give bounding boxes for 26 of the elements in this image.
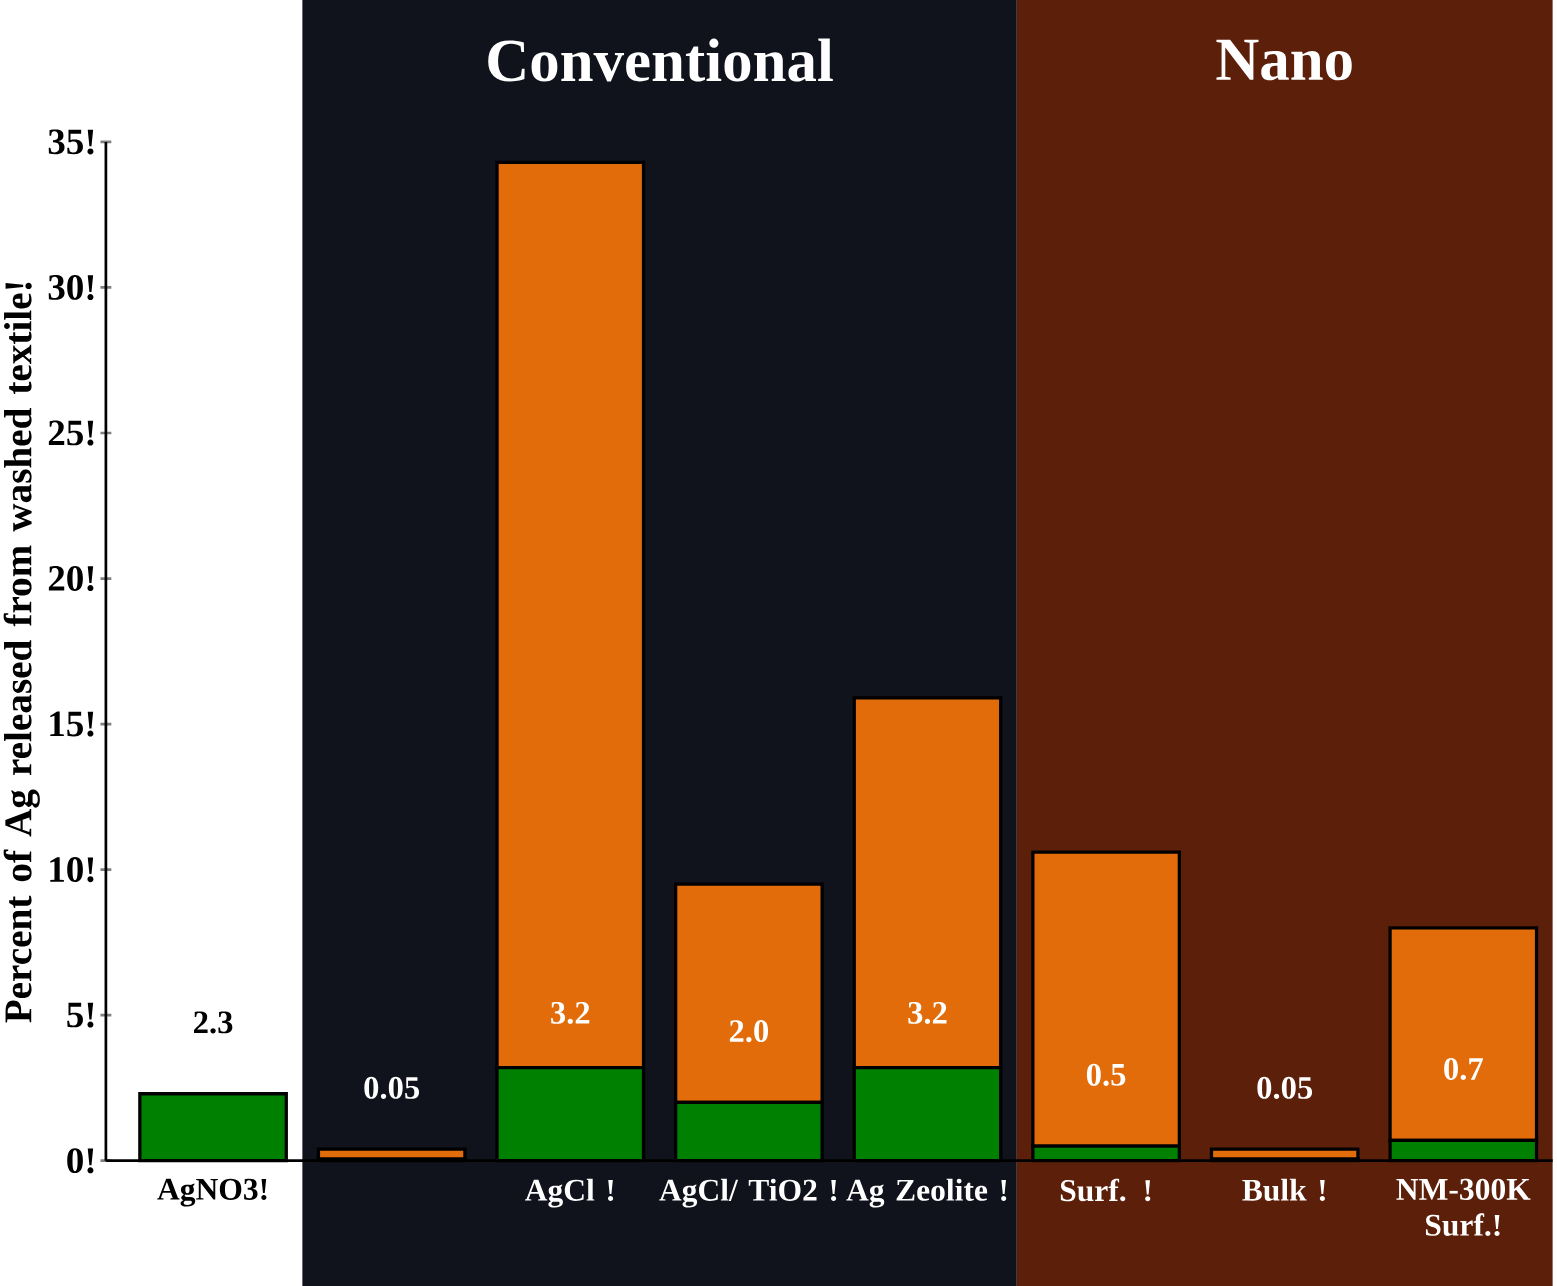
data-label: 3.2 <box>551 1001 590 1024</box>
data-label: 0.7 <box>1444 1057 1483 1080</box>
y-tick-label: 25! <box>48 420 94 446</box>
y-tick-label: 15! <box>50 711 94 737</box>
x-tick-label: Ag Zeolite ! <box>846 1178 1007 1208</box>
x-tick-label: Surf. ! <box>1060 1178 1151 1202</box>
x-tick-label: AgNO3! <box>157 1178 267 1207</box>
y-tick-label: 10! <box>50 856 94 883</box>
x-tick-label: AgCl/ TiO2 ! <box>659 1178 837 1208</box>
x-tick-label: NM-300K Surf.! <box>1396 1178 1531 1236</box>
x-tick-label: Bulk ! <box>1242 1178 1325 1201</box>
data-label: 0.5 <box>1086 1063 1126 1086</box>
data-label: 2.0 <box>729 1019 769 1043</box>
y-tick-label: 20! <box>48 565 94 591</box>
data-label: 0.05 <box>364 1076 420 1099</box>
y-tick-label: 35! <box>48 129 94 155</box>
text: Conventional <box>488 38 833 82</box>
x-tick-label: AgCl ! <box>525 1178 614 1208</box>
y-tick-label: 5! <box>67 1002 94 1028</box>
y-tick-label: 0! <box>67 1148 94 1174</box>
data-label: 3.2 <box>908 1001 947 1024</box>
data-label: 0.05 <box>1257 1076 1313 1099</box>
data-label: 2.3 <box>194 1011 233 1034</box>
y-axis-title: Percent of Ag released from washed textile! <box>3 282 40 1023</box>
y-tick-label: 30! <box>48 274 94 300</box>
band-label: Nano <box>1216 39 1352 81</box>
